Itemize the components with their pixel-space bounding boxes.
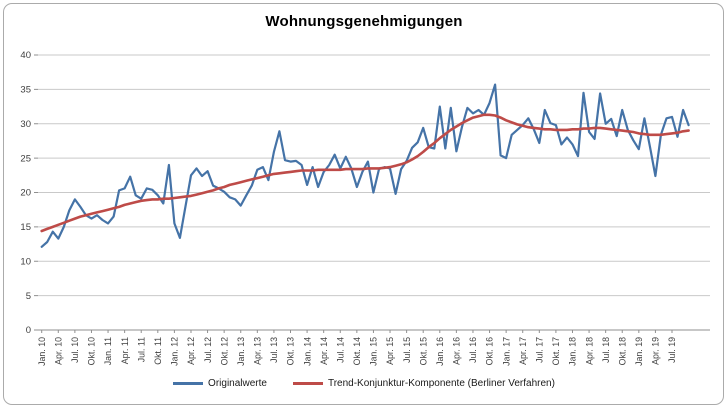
x-tick-label: Okt. 16	[485, 337, 495, 365]
legend-label: Trend-Konjunktur-Komponente (Berliner Ve…	[327, 378, 555, 389]
x-tick-label: Jul. 19	[667, 337, 677, 363]
x-tick-label: Okt. 11	[153, 337, 163, 365]
y-tick-label: 25	[20, 153, 31, 164]
x-tick-label: Jan. 12	[170, 337, 180, 366]
x-tick-label: Apr. 14	[319, 337, 329, 365]
x-tick-label: Jul. 10	[70, 337, 80, 363]
x-tick-label: Jul. 13	[269, 337, 279, 363]
y-tick-label: 5	[26, 291, 31, 302]
y-tick-label: 10	[20, 256, 31, 267]
x-tick-label: Apr. 15	[385, 337, 395, 365]
x-tick-label: Jan. 13	[236, 337, 246, 366]
legend: Originalwerte Trend-Konjunktur-Komponent…	[0, 378, 728, 389]
y-tick-label: 35	[20, 85, 31, 96]
legend-label: Originalwerte	[208, 378, 267, 389]
x-tick-label: Okt. 15	[418, 337, 428, 365]
x-tick-label: Apr. 11	[120, 337, 130, 364]
x-tick-label: Okt. 14	[352, 337, 362, 365]
x-tick-label: Jan. 14	[302, 337, 312, 366]
x-tick-label: Jul. 11	[136, 337, 146, 362]
y-tick-label: 20	[20, 188, 31, 199]
legend-item-originalwerte: Originalwerte	[173, 378, 267, 389]
x-tick-label: Jul. 14	[335, 337, 345, 363]
x-tick-label: Apr. 12	[186, 337, 196, 365]
y-tick-label: 30	[20, 119, 31, 130]
y-tick-label: 15	[20, 222, 31, 233]
x-tick-label: Apr. 16	[452, 337, 462, 365]
x-tick-label: Apr. 19	[651, 337, 661, 365]
x-tick-label: Jan. 15	[369, 337, 379, 366]
x-tick-label: Okt. 17	[551, 337, 561, 365]
y-tick-label: 0	[26, 325, 31, 336]
x-tick-label: Jan. 17	[501, 337, 511, 366]
x-tick-label: Jan. 16	[435, 337, 445, 366]
x-tick-label: Okt. 12	[219, 337, 229, 365]
x-tick-label: Jan. 11	[103, 337, 113, 365]
x-tick-label: Jan. 19	[634, 337, 644, 366]
x-tick-label: Jan. 10	[37, 337, 47, 366]
x-tick-label: Okt. 10	[87, 337, 97, 365]
x-tick-label: Okt. 18	[617, 337, 627, 365]
x-tick-label: Apr. 18	[584, 337, 594, 365]
x-tick-label: Apr. 17	[518, 337, 528, 365]
chart-title: Wohnungsgenehmigungen	[265, 13, 463, 30]
trend-line	[40, 113, 690, 233]
chart-frame	[3, 3, 724, 405]
x-tick-label: Apr. 10	[53, 337, 63, 365]
originalwerte-line	[40, 83, 690, 248]
x-tick-label: Jul. 17	[535, 337, 545, 363]
legend-line-sample-blue	[173, 382, 204, 385]
x-tick-label: Apr. 13	[253, 337, 263, 365]
x-tick-label: Jul. 15	[402, 337, 412, 363]
x-tick-label: Jul. 18	[601, 337, 611, 363]
x-tick-label: Okt. 13	[286, 337, 296, 365]
x-tick-label: Jul. 16	[468, 337, 478, 363]
legend-line-sample-red	[292, 382, 323, 385]
x-tick-label: Jul. 12	[203, 337, 213, 363]
y-tick-label: 40	[20, 50, 31, 61]
legend-item-trend: Trend-Konjunktur-Komponente (Berliner Ve…	[292, 378, 555, 389]
x-tick-label: Jan. 18	[568, 337, 578, 366]
